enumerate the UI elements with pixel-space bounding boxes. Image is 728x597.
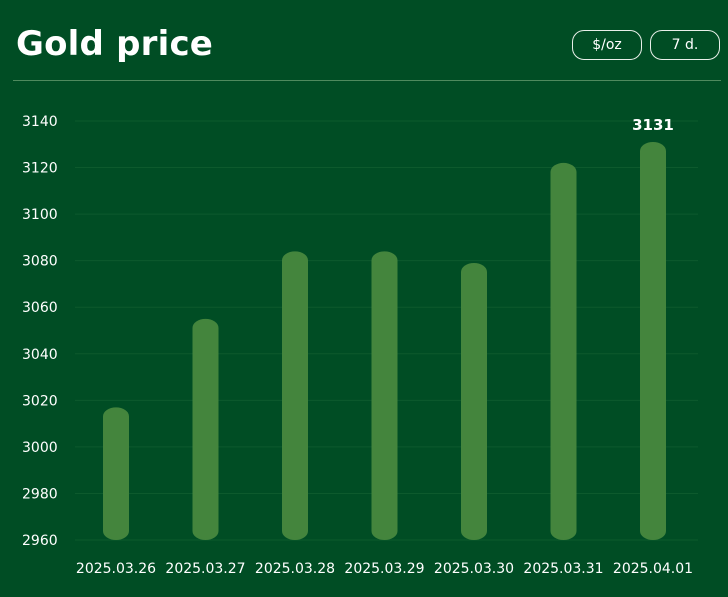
- x-tick-label: 2025.03.28: [255, 561, 335, 577]
- y-tick-label: 3020: [22, 393, 58, 409]
- bars: [103, 141, 666, 540]
- bar[interactable]: [640, 141, 666, 540]
- x-tick-label: 2025.04.01: [613, 561, 693, 577]
- x-tick-label: 2025.03.31: [523, 561, 603, 577]
- y-tick-label: 3060: [22, 300, 58, 316]
- bar[interactable]: [461, 262, 487, 540]
- header-divider: [13, 80, 721, 81]
- x-tick-label: 2025.03.30: [434, 561, 514, 577]
- y-tick-label: 3120: [22, 161, 58, 177]
- bar[interactable]: [282, 251, 308, 540]
- bar[interactable]: [103, 407, 129, 540]
- y-tick-label: 3000: [22, 440, 58, 456]
- unit-toggle-button[interactable]: $/oz: [572, 30, 642, 60]
- y-tick-label: 2980: [22, 486, 58, 502]
- chart-controls: $/oz 7 d.: [572, 30, 720, 60]
- y-tick-label: 2960: [22, 533, 58, 549]
- x-tick-label: 2025.03.26: [76, 561, 156, 577]
- bar[interactable]: [192, 318, 219, 540]
- x-axis-ticks: 2025.03.26 2025.03.27 2025.03.28 2025.03.29…: [76, 561, 693, 577]
- range-toggle-button[interactable]: 7 d.: [650, 30, 720, 60]
- x-tick-label: 2025.03.27: [165, 561, 245, 577]
- bar[interactable]: [371, 251, 398, 540]
- y-tick-label: 3100: [22, 207, 58, 223]
- y-tick-label: 3140: [22, 114, 58, 130]
- bar[interactable]: [550, 162, 577, 540]
- y-tick-label: 3040: [22, 347, 58, 363]
- y-tick-label: 3080: [22, 254, 58, 270]
- x-tick-label: 2025.03.29: [344, 561, 424, 577]
- data-labels: 3131: [632, 116, 674, 134]
- page-title: Gold price: [16, 24, 214, 64]
- y-axis-ticks: 2960 2980 3000 3020 3040 3060 3080 3100 3120 3140: [22, 114, 58, 549]
- data-label: 3131: [632, 116, 674, 134]
